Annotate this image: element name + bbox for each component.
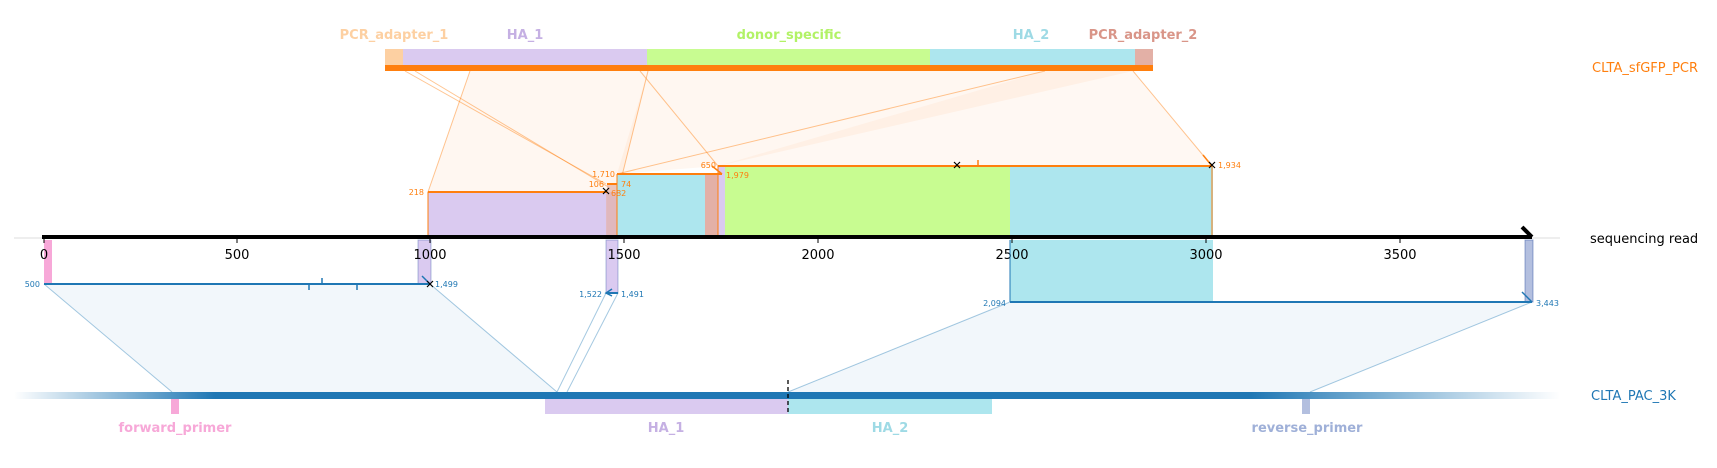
connector-line (1309, 301, 1533, 393)
read-axis-tick-label: 1500 (607, 248, 640, 263)
top-alignments (427, 154, 1213, 237)
bottom-alignment-number: 500 (25, 280, 40, 289)
top-feature-label-donor-specific: donor_specific (737, 28, 842, 43)
top-reference-name: CLTA_sfGFP_PCR (1592, 61, 1698, 76)
top-alignment-number: 1,979 (726, 171, 749, 180)
bottom-feature-label-ha1: HA_1 (648, 421, 685, 436)
alignment-x-mark (953, 161, 961, 169)
top-feature-label-ha2: HA_2 (1013, 28, 1050, 43)
alignment-x-mark (426, 280, 434, 288)
bottom-feature-forward-primer-box (171, 399, 179, 414)
top-alignment-number: 218 (409, 188, 424, 197)
top-feature-label-ha1: HA_1 (507, 28, 544, 43)
read-axis-tick-label: 3500 (1383, 248, 1416, 263)
read-block-ha2-bottom (1010, 240, 1213, 302)
connector-line (404, 70, 607, 185)
connector-line (787, 301, 1011, 393)
connector-fill (428, 71, 648, 192)
top-alignment-number: 106 (589, 180, 604, 189)
read-axis-end-arrow (1520, 225, 1534, 239)
bottom-alignment-number: 2,094 (983, 299, 1006, 308)
read-axis-tick-label: 3000 (1189, 248, 1222, 263)
connector-fill (44, 284, 557, 392)
connector-line (1132, 70, 1213, 167)
connector-line (639, 70, 719, 167)
top-alignment-numbers: 218 1,710 106 74 682 650 1,979 1,934 (409, 161, 1241, 198)
alignment-x-mark (602, 187, 610, 195)
top-alignment-end-hook (711, 165, 723, 175)
bottom-alignment-numbers: 500 1,499 1,522 1,491 2,094 3,443 (25, 280, 1559, 308)
top-alignment-number: 650 (701, 161, 716, 170)
connector-line (414, 70, 611, 189)
bottom-alignment-number: 1,499 (435, 280, 458, 289)
top-feature-label-pcr-adapter-1: PCR_adapter_1 (340, 28, 449, 43)
read-block-pcr-adapter (607, 184, 617, 237)
bottom-feature-label-reverse-primer: reverse_primer (1252, 421, 1364, 436)
bottom-alignment-number: 1,491 (621, 290, 644, 299)
connector-line (617, 70, 649, 193)
read-block-reverse-primer (1524, 239, 1534, 303)
connector-line (566, 292, 619, 393)
top-alignment-number: 682 (611, 189, 626, 198)
read-axis-tick-label: 500 (225, 248, 250, 263)
connector-fill (617, 71, 1133, 174)
bottom-reference-bar (14, 392, 1560, 399)
bottom-reference-name: CLTA_PAC_3K (1591, 389, 1676, 404)
top-feature-ha1-box (403, 49, 647, 65)
top-alignment-marks (602, 161, 1216, 195)
read-block-donor-specific (724, 166, 1010, 237)
connector-line (43, 283, 173, 393)
top-feature-pcr-adapter-2-box (1135, 49, 1153, 65)
top-alignment-number: 1,710 (592, 170, 615, 179)
connector-fill (718, 71, 1212, 166)
read-block-ha2-right (1010, 166, 1213, 237)
top-alignment-number: 74 (621, 180, 631, 189)
connector-line (429, 283, 558, 393)
connector-line (556, 292, 607, 393)
connector-fill (788, 302, 1532, 392)
read-axis-tick-label: 0 (40, 248, 48, 263)
bottom-feature-label-forward-primer: forward_primer (119, 421, 233, 436)
bottom-alignments (44, 240, 1533, 303)
top-feature-donor-specific-box (647, 49, 930, 65)
bottom-alignment-number: 1,522 (579, 290, 602, 299)
bottom-feature-ha1-box (545, 399, 788, 414)
bottom-alignment-end-hook (604, 288, 613, 297)
read-axis-ticks (43, 237, 1401, 243)
connector-line (427, 70, 471, 193)
bottom-alignment-end-hook (1521, 291, 1533, 303)
bottom-feature-reverse-primer-box (1302, 399, 1310, 414)
bottom-reference: forward_primer HA_1 HA_2 reverse_primer … (14, 380, 1676, 436)
read-axis-tick-label: 2000 (801, 248, 834, 263)
bottom-feature-ha2-box (788, 399, 992, 414)
bottom-feature-label-ha2: HA_2 (872, 421, 909, 436)
top-alignment-connectors (404, 70, 1213, 193)
top-feature-ha2-box (930, 49, 1135, 65)
top-reference-bar (385, 65, 1153, 71)
read-block-forward-primer (44, 240, 52, 284)
read-block-ha1 (427, 191, 608, 238)
read-name: sequencing read (1590, 232, 1698, 247)
read-feature-blocks-top (427, 166, 1213, 238)
read-axis-tick-label: 1000 (413, 248, 446, 263)
top-reference: PCR_adapter_1 HA_1 donor_specific HA_2 P… (340, 28, 1698, 76)
read-block-ha2-left (617, 174, 705, 237)
read-axis: 0 500 1000 1500 2000 2500 3000 3500 sequ… (14, 225, 1698, 263)
bottom-alignment-number: 3,443 (1536, 299, 1559, 308)
read-feature-blocks-bottom (44, 239, 1534, 303)
read-block-ha1-sliver (718, 166, 725, 237)
bottom-alignment-connectors (43, 283, 1533, 393)
top-feature-pcr-adapter-1-box (385, 49, 403, 65)
top-feature-label-pcr-adapter-2: PCR_adapter_2 (1089, 28, 1198, 43)
connector-line (616, 70, 1046, 175)
alignment-x-mark (1208, 161, 1216, 169)
read-axis-tick-label: 2500 (995, 248, 1028, 263)
top-alignment-number: 1,934 (1218, 161, 1241, 170)
bottom-alignment-marks (426, 280, 434, 288)
